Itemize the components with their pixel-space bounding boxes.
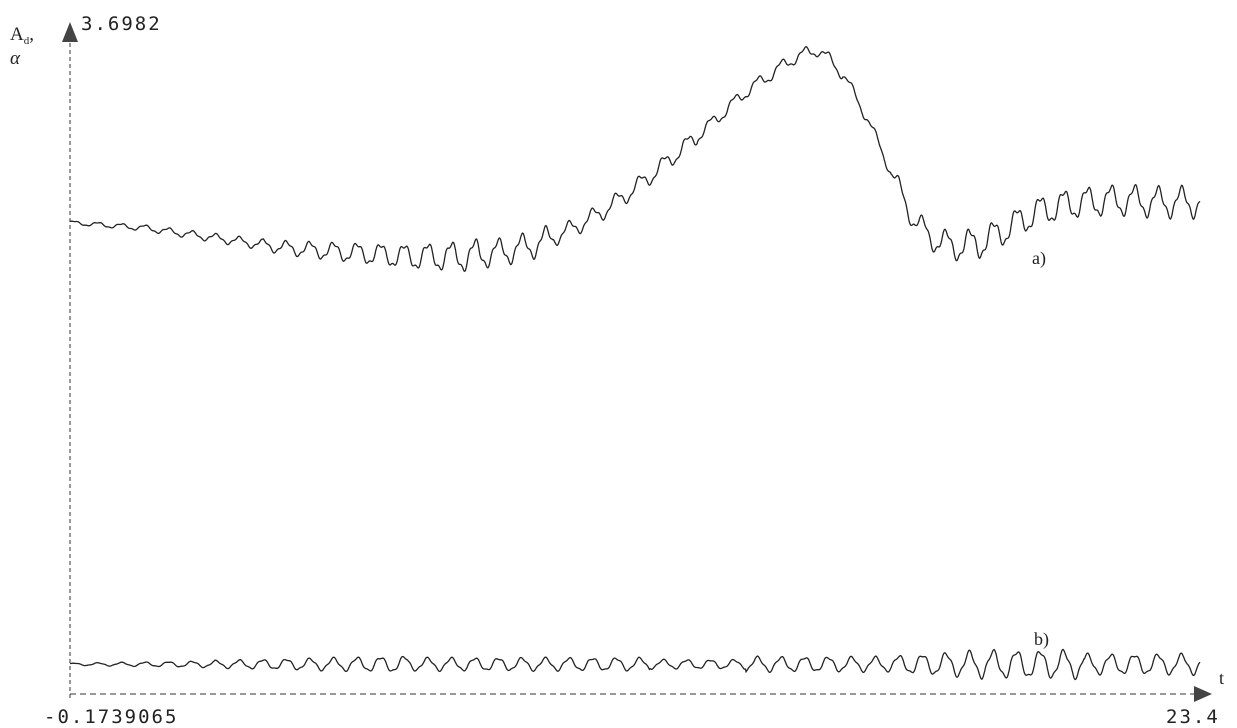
x-axis-arrow-icon xyxy=(1194,686,1212,702)
y-axis-label-a: Ad, xyxy=(10,24,34,47)
x-axis-label: t xyxy=(1219,668,1224,688)
y-min-label: -0.1739065 xyxy=(44,706,178,728)
series-a-line xyxy=(69,46,1201,272)
y-axis-arrow-icon xyxy=(62,22,78,42)
series-label-b: b) xyxy=(1034,629,1049,650)
y-axis-label-alpha: α xyxy=(10,48,21,69)
x-max-label: 23.4 xyxy=(1166,706,1220,728)
y-max-label: 3.6982 xyxy=(81,13,162,35)
series-b-line xyxy=(69,648,1201,681)
series-label-a: a) xyxy=(1032,248,1046,269)
